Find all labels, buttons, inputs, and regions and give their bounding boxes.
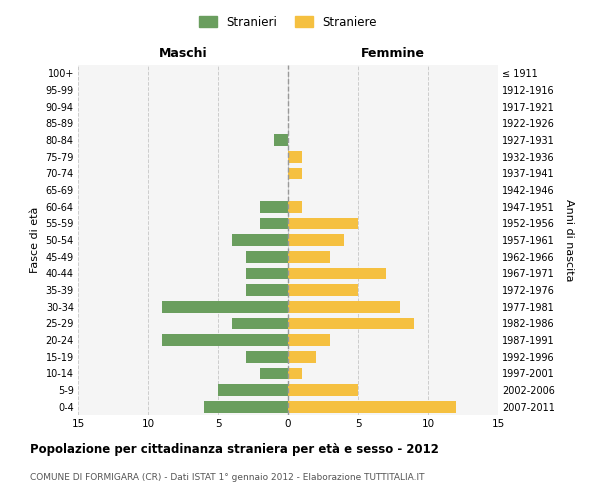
Bar <box>288 318 414 329</box>
Bar <box>246 268 288 279</box>
Bar <box>288 268 386 279</box>
Text: Femmine: Femmine <box>361 47 425 60</box>
Bar <box>218 384 288 396</box>
Bar <box>288 168 302 179</box>
Bar <box>288 151 302 162</box>
Bar <box>162 334 288 346</box>
Bar <box>288 384 358 396</box>
Y-axis label: Anni di nascita: Anni di nascita <box>565 198 574 281</box>
Bar <box>288 301 400 312</box>
Bar <box>260 218 288 229</box>
Bar <box>232 234 288 246</box>
Text: Maschi: Maschi <box>158 47 208 60</box>
Bar <box>260 368 288 379</box>
Bar <box>246 284 288 296</box>
Bar <box>260 201 288 212</box>
Bar <box>288 201 302 212</box>
Bar <box>288 368 302 379</box>
Bar <box>274 134 288 146</box>
Y-axis label: Fasce di età: Fasce di età <box>30 207 40 273</box>
Bar <box>288 401 456 412</box>
Bar <box>288 351 316 362</box>
Bar <box>246 251 288 262</box>
Bar <box>246 351 288 362</box>
Bar <box>288 218 358 229</box>
Legend: Stranieri, Straniere: Stranieri, Straniere <box>194 11 382 34</box>
Bar <box>204 401 288 412</box>
Bar <box>288 251 330 262</box>
Bar <box>288 284 358 296</box>
Bar <box>288 234 344 246</box>
Text: COMUNE DI FORMIGARA (CR) - Dati ISTAT 1° gennaio 2012 - Elaborazione TUTTITALIA.: COMUNE DI FORMIGARA (CR) - Dati ISTAT 1°… <box>30 472 425 482</box>
Text: Popolazione per cittadinanza straniera per età e sesso - 2012: Popolazione per cittadinanza straniera p… <box>30 442 439 456</box>
Bar <box>288 334 330 346</box>
Bar <box>162 301 288 312</box>
Bar <box>232 318 288 329</box>
